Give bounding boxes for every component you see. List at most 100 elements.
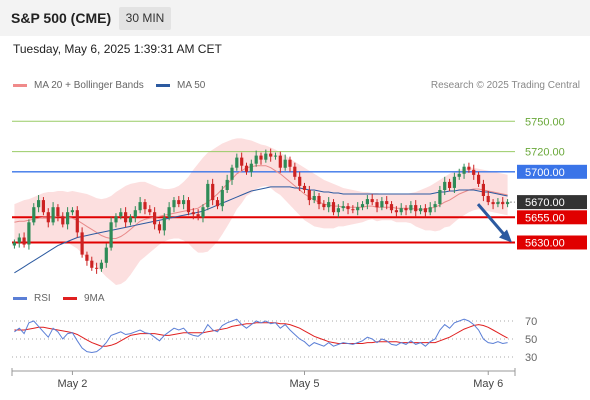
candle-body-down (85, 254, 89, 261)
candle-body-down (196, 214, 200, 218)
legend-item-9ma: 9MA (63, 293, 105, 304)
legend-label-rsi: RSI (34, 293, 51, 304)
candle-body-up (225, 179, 229, 190)
candle-body-down (414, 205, 418, 212)
candle-body-down (486, 196, 490, 203)
candle-body-down (80, 232, 84, 255)
legend-label-ma20: MA 20 + Bollinger Bands (34, 80, 144, 91)
candle-body-down (448, 181, 452, 188)
candle-body-down (124, 212, 128, 223)
candle-body-down (375, 202, 379, 208)
forecast-arrow-head (499, 229, 512, 243)
rsi-tick-50: 50 (525, 334, 537, 346)
candle-body-down (95, 267, 99, 269)
legend-item-ma50: MA 50 (156, 80, 205, 91)
candle-body-down (56, 207, 60, 217)
candle-body-up (365, 199, 369, 205)
candle-body-down (307, 190, 311, 201)
instrument-title: S&P 500 (CME) (11, 10, 112, 26)
candle-body-up (428, 207, 432, 213)
legend-swatch-ma50 (156, 84, 170, 87)
candle-body-up (206, 183, 210, 208)
candle-body-up (109, 222, 113, 248)
candle-body-up (457, 173, 461, 177)
candle-body-down (61, 216, 65, 225)
candle-body-up (506, 202, 510, 205)
candle-body-down (477, 174, 481, 184)
candle-body-down (351, 209, 355, 211)
timeframe-button[interactable]: 30 MIN (119, 7, 171, 30)
candle-body-up (452, 176, 456, 188)
candle-body-down (423, 208, 427, 213)
candle-body-up (409, 205, 413, 211)
candle-body-down (269, 153, 273, 157)
candle-body-down (298, 176, 302, 186)
candle-body-up (336, 208, 340, 213)
candle-body-down (472, 169, 476, 175)
candle-body-up (273, 155, 278, 157)
candle-body-up (32, 207, 36, 223)
candle-body-up (138, 202, 142, 211)
candle-body-up (360, 204, 365, 208)
candle-body-up (128, 217, 133, 223)
candle-body-down (240, 157, 244, 166)
candle-body-down (278, 155, 282, 168)
candle-body-down (215, 200, 220, 207)
candle-body-down (153, 212, 157, 225)
candle-body-down (385, 201, 389, 205)
candle-body-down (467, 166, 471, 170)
candle-body-up (104, 247, 108, 263)
candle-body-down (394, 210, 398, 213)
candle-body-down (148, 209, 152, 213)
candle-body-up (66, 212, 70, 225)
candle-body-up (249, 163, 253, 172)
candle-body-up (438, 190, 442, 205)
candle-body-down (288, 159, 292, 167)
candle-body-up (419, 208, 423, 212)
candle-body-down (186, 200, 191, 213)
candle-body-down (293, 166, 297, 177)
candle-body-up (114, 216, 118, 223)
candle-body-down (22, 237, 26, 245)
candle-body-down (302, 185, 307, 190)
legend-swatch-rsi (13, 297, 27, 300)
candle-body-down (41, 200, 45, 213)
candle-body-up (37, 200, 41, 208)
chart-header: S&P 500 (CME) 30 MIN (0, 0, 590, 36)
candle-body-down (331, 202, 336, 213)
candle-body-up (172, 200, 176, 208)
candle-body-down (75, 210, 79, 233)
bollinger-band-area (14, 138, 508, 285)
legend-item-ma20: MA 20 + Bollinger Bands (13, 80, 144, 91)
candle-body-down (211, 183, 215, 201)
candle-body-down (322, 204, 326, 208)
legend-item-rsi: RSI (13, 293, 51, 304)
candle-body-up (254, 155, 258, 164)
candle-body-down (404, 208, 408, 211)
resistance-label-0: 5750.00 (525, 116, 565, 128)
candle-body-down (46, 212, 50, 223)
rsi-tick-30: 30 (525, 352, 537, 364)
candle-body-up (162, 217, 166, 231)
candle-body-up (312, 196, 316, 200)
legend-label-ma50: MA 50 (177, 80, 206, 91)
candle-body-up (433, 204, 437, 208)
candle-body-up (133, 210, 137, 218)
candle-body-up (27, 222, 31, 245)
candles-group (12, 148, 510, 274)
x-tick-label-2: May 6 (473, 378, 503, 390)
forecast-arrow-shaft (476, 203, 507, 237)
legend-swatch-9ma (63, 297, 77, 300)
legend-swatch-ma20 (13, 84, 27, 87)
candle-body-down (501, 202, 505, 205)
timestamp: Tuesday, May 6, 2025 1:39:31 AM CET (13, 42, 222, 56)
candle-body-down (259, 155, 263, 160)
candle-body-down (90, 260, 94, 268)
candle-body-up (327, 202, 331, 208)
rsi-line (14, 318, 508, 354)
candle-body-down (157, 224, 162, 231)
support-label-4-bg (517, 235, 587, 250)
candle-body-up (201, 207, 205, 218)
candle-body-down (491, 202, 495, 205)
